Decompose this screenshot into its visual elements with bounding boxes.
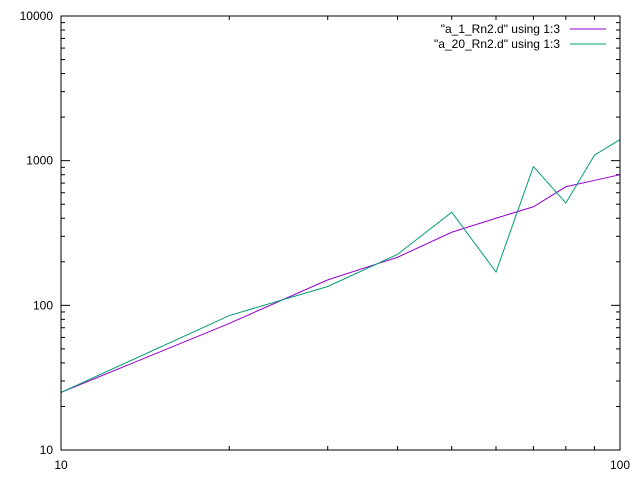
series-lines	[60, 139, 621, 393]
axis-ticks	[60, 15, 621, 451]
x-tick-label: 100	[610, 458, 630, 472]
y-tick-label: 10	[40, 443, 54, 457]
y-tick-label: 100	[33, 298, 53, 312]
series-line-2	[60, 139, 621, 393]
legend: "a_1_Rn2.d" using 1:3"a_20_Rn2.d" using …	[434, 22, 606, 51]
series-line-1	[60, 174, 621, 393]
plot-area-border	[60, 15, 621, 451]
axis-tick-labels: 10 100 10 100 1000 10000	[20, 9, 631, 472]
y-tick-label: 1000	[26, 154, 53, 168]
legend-label-1: "a_1_Rn2.d" using 1:3	[441, 22, 561, 36]
legend-label-2: "a_20_Rn2.d" using 1:3	[434, 37, 560, 51]
y-tick-label: 10000	[20, 9, 54, 23]
x-tick-label: 10	[54, 458, 68, 472]
